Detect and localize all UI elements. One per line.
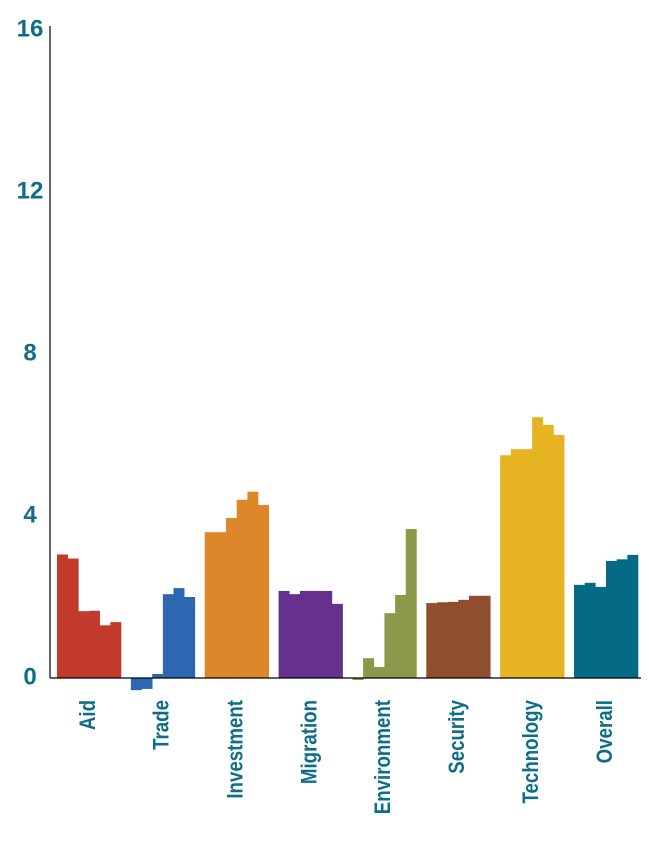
y-tick-label: 8 bbox=[23, 339, 36, 366]
bar bbox=[57, 554, 68, 678]
bar bbox=[162, 594, 174, 678]
bar bbox=[584, 582, 596, 678]
x-tick-label: Security bbox=[446, 699, 470, 773]
y-tick-label: 0 bbox=[23, 663, 36, 690]
bar bbox=[500, 455, 512, 678]
bar bbox=[542, 424, 554, 678]
y-tick-label: 4 bbox=[23, 501, 37, 528]
bar bbox=[606, 560, 617, 678]
bar bbox=[78, 611, 90, 678]
bar bbox=[352, 678, 364, 681]
x-tick-label: Migration bbox=[298, 700, 322, 784]
bar bbox=[553, 435, 565, 678]
y-tick-label: 16 bbox=[17, 15, 44, 42]
x-tick-label: Trade bbox=[150, 700, 174, 750]
bar bbox=[289, 594, 301, 678]
bar bbox=[468, 595, 480, 678]
bar bbox=[321, 590, 333, 678]
bar bbox=[373, 667, 385, 678]
bar bbox=[67, 558, 79, 678]
bar bbox=[458, 599, 470, 678]
bar bbox=[331, 603, 343, 678]
bar bbox=[173, 588, 185, 678]
bar bbox=[395, 594, 407, 678]
bar bbox=[479, 595, 491, 678]
bar bbox=[384, 613, 396, 678]
x-tick-label: Overall bbox=[593, 700, 617, 763]
bar bbox=[532, 417, 544, 678]
x-tick-label: Environment bbox=[372, 700, 396, 814]
bar bbox=[521, 449, 533, 678]
bar bbox=[595, 586, 607, 678]
bar bbox=[247, 491, 259, 678]
bar bbox=[184, 597, 196, 678]
y-tick-label: 12 bbox=[17, 177, 44, 204]
bar bbox=[152, 673, 164, 678]
x-tick-label: Investment bbox=[224, 700, 248, 799]
bar bbox=[215, 532, 227, 678]
bar bbox=[89, 610, 100, 678]
bar bbox=[426, 603, 438, 678]
x-tick-label: Aid bbox=[76, 700, 100, 730]
bar bbox=[204, 532, 216, 678]
bar bbox=[616, 559, 628, 678]
bar bbox=[110, 622, 122, 678]
bar bbox=[236, 499, 248, 678]
bar bbox=[405, 528, 417, 678]
bar bbox=[447, 601, 459, 678]
bar bbox=[99, 625, 111, 678]
bar bbox=[436, 602, 448, 678]
bar bbox=[141, 678, 153, 689]
bar bbox=[226, 518, 238, 678]
bar bbox=[130, 678, 142, 691]
bar bbox=[278, 590, 290, 678]
bar bbox=[299, 590, 311, 678]
x-tick-label: Technology bbox=[520, 699, 544, 803]
bar bbox=[258, 505, 270, 678]
bar bbox=[574, 584, 585, 678]
bar bbox=[510, 449, 522, 678]
bar bbox=[310, 590, 322, 678]
bar bbox=[363, 658, 375, 678]
bar bbox=[627, 554, 639, 678]
